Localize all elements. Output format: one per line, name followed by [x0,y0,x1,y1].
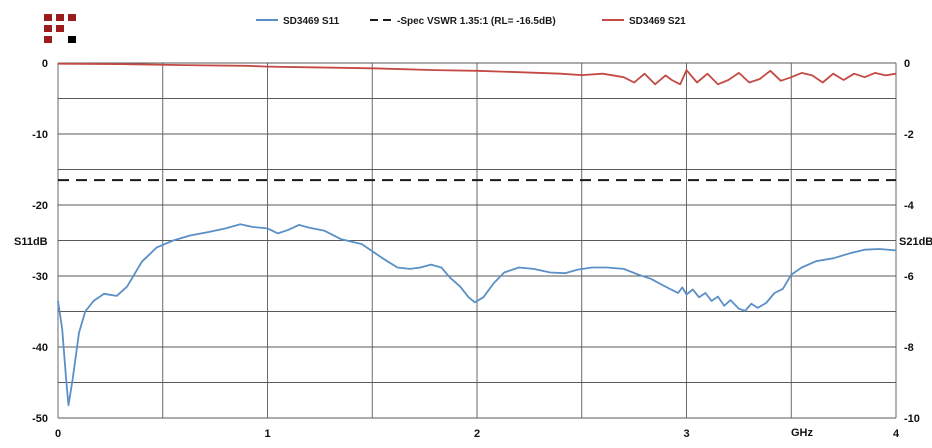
y-tick-label-left: -20 [32,200,48,212]
y-tick-label-left: -10 [32,129,48,141]
logo-square [44,14,52,21]
x-tick-label: 2 [474,428,480,440]
x-tick-label: 0 [55,428,61,440]
legend-label: SD3469 S11 [283,16,340,27]
y-tick-label-left: -40 [32,342,48,354]
x-tick-label: 3 [683,428,689,440]
legend-label: -Spec VSWR 1.35:1 (RL= -16.5dB) [397,16,556,27]
x-tick-label: 1 [264,428,270,440]
y-tick-label-left: 0 [42,58,48,70]
grid [57,62,897,419]
x-axis-label: GHz [791,427,814,439]
y-tick-label-right: -10 [904,413,920,425]
logo-square [68,36,76,43]
logo-square [68,14,76,21]
y-tick-label-left: -30 [32,271,48,283]
y-tick-label-right: -2 [904,129,914,141]
y-tick-label-left: -50 [32,413,48,425]
y-tick-label-right: -6 [904,271,914,283]
y-tick-label-right: -4 [904,200,915,212]
y-tick-label-right: -8 [904,342,914,354]
x-tick-label: 4 [893,428,900,440]
series-line-3 [57,62,897,86]
y-axis-label-left: S11dB [14,236,48,248]
logo-square [56,14,64,21]
series-group [57,62,897,407]
logo-square [56,25,64,32]
logo [44,14,76,43]
y-tick-label-right: 0 [904,58,910,70]
tick-labels: 0 -10 -20 -30 -40 -50 0 -2 -4 -6 -8 -10 0 1 2 3 4 [32,58,920,440]
series-line-1 [57,223,897,407]
logo-square [44,36,52,43]
logo-square [44,25,52,32]
legend: SD3469 S11 -Spec VSWR 1.35:1 (RL= -16.5dB… [256,16,686,27]
y-axis-label-right: S21dB [899,236,932,248]
legend-label: SD3469 S21 [629,16,686,27]
